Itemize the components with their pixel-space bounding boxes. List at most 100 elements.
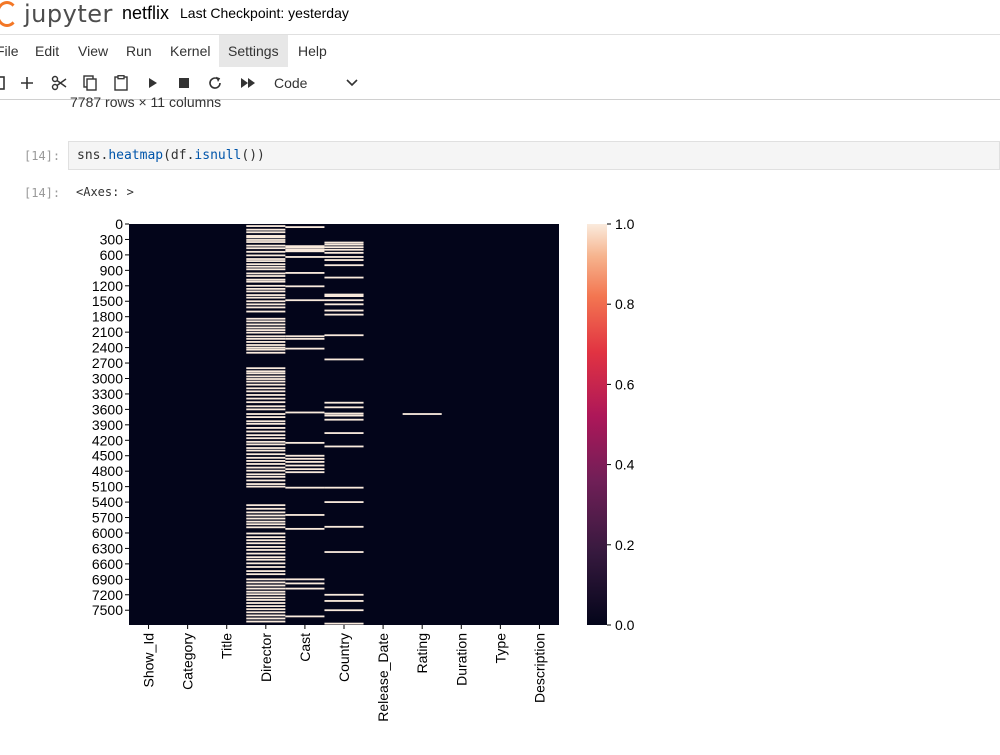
heatmap-cell-director-14 [246, 265, 286, 268]
x-tick-label: Cast [297, 633, 313, 662]
paste-icon [114, 75, 128, 91]
heatmap-cell-director-27 [246, 306, 286, 309]
menu-help[interactable]: Help [298, 43, 327, 59]
heatmap-cell-director-106 [246, 596, 286, 599]
heatmap-cell-country-15 [324, 334, 364, 337]
heatmap-cell-director-23 [246, 294, 286, 296]
y-tick-label: 4200 [92, 432, 123, 448]
heatmap-cell-country-18 [324, 406, 364, 409]
menu-kernel[interactable]: Kernel [170, 43, 211, 59]
heatmap-cell-director-34 [246, 331, 286, 334]
heatmap-cell-director-43 [246, 370, 286, 373]
heatmap-cell-country-25 [324, 501, 364, 503]
y-tick-label: 2400 [92, 340, 123, 356]
save-button[interactable] [0, 73, 6, 93]
heatmap-cell-director-103 [246, 587, 286, 590]
y-tick-label: 3300 [92, 386, 123, 402]
heatmap-chart: 0300600900120015001800210024002700300033… [92, 216, 635, 722]
code-cell-input[interactable]: sns.heatmap(df.isnull()) [68, 141, 1000, 170]
notebook-title[interactable]: netflix [122, 3, 170, 23]
checkpoint-status: Last Checkpoint: yesterday [180, 5, 349, 21]
add-cell-button[interactable] [18, 73, 36, 93]
heatmap-cell-director-78 [246, 485, 286, 488]
menu-view[interactable]: View [78, 43, 109, 59]
heatmap-cell-director-42 [246, 367, 286, 370]
colorbar-tick-label: 0.8 [615, 296, 635, 312]
fast-forward-button[interactable] [238, 73, 258, 93]
copy-button[interactable] [81, 73, 99, 93]
y-tick-label: 2100 [92, 324, 123, 340]
output-prompt: [14]: [24, 186, 61, 200]
heatmap-cell-director-40 [246, 348, 286, 351]
y-tick-label: 2700 [92, 355, 123, 371]
y-tick-label: 900 [100, 262, 124, 278]
heatmap-cell-cast-20 [285, 486, 325, 489]
stop-icon [179, 78, 189, 88]
heatmap-cell-director-75 [246, 475, 286, 478]
menu-edit[interactable]: Edit [35, 43, 60, 59]
cell-type-value: Code [274, 75, 308, 91]
cut-button[interactable] [50, 73, 68, 93]
heatmap-cell-cast-4 [285, 250, 325, 253]
heatmap-background [129, 224, 559, 625]
stop-button[interactable] [176, 73, 192, 93]
heatmap-cell-director-113 [246, 617, 286, 620]
heatmap-cell-director-58 [246, 420, 286, 423]
cell-type-select[interactable]: Code [274, 73, 364, 93]
top-bar: jupyter netflix Last Checkpoint: yesterd… [0, 0, 1000, 34]
heatmap-cell-director-19 [246, 280, 286, 283]
heatmap-cell-rating-0 [402, 413, 442, 415]
heatmap-cell-director-5 [246, 239, 286, 241]
menu-file[interactable]: File [0, 43, 19, 59]
x-tick-label: Rating [414, 633, 430, 673]
heatmap-cell-director-107 [246, 599, 286, 601]
heatmap-cell-director-38 [246, 344, 286, 346]
heatmap-cell-cast-15 [285, 457, 325, 460]
y-tick-label: 600 [100, 247, 124, 263]
heatmap-cell-director-68 [246, 453, 286, 456]
heatmap-cell-director-25 [246, 300, 286, 303]
heatmap-cell-director-49 [246, 387, 286, 390]
cut-icon [51, 75, 67, 91]
heatmap-cell-director-10 [246, 254, 286, 257]
menu-settings[interactable]: Settings [219, 35, 288, 67]
y-tick-label: 1200 [92, 278, 123, 294]
y-tick-label: 7200 [92, 587, 123, 603]
heatmap-cell-cast-13 [285, 441, 325, 444]
logo-text: jupyter [24, 0, 113, 28]
heatmap-cell-director-92 [246, 549, 286, 551]
heatmap-cell-director-2 [246, 231, 286, 234]
heatmap-cell-director-6 [246, 241, 286, 243]
heatmap-cell-director-111 [246, 611, 286, 614]
heatmap-cell-director-54 [246, 405, 286, 408]
heatmap-cell-director-99 [246, 573, 286, 576]
y-tick-label: 0 [115, 216, 123, 232]
heatmap-figure: 0 300 600 900 1200 1500 1800 2100 2400 2700 3000 33… [68, 205, 668, 755]
heatmap-cell-director-76 [246, 479, 286, 482]
heatmap-cell-director-24 [246, 296, 286, 299]
heatmap-cell-director-82 [246, 514, 286, 517]
y-tick-label: 6600 [92, 556, 123, 572]
heatmap-cell-cast-8 [285, 299, 325, 302]
heatmap-cell-director-17 [246, 275, 286, 277]
heatmap-cell-director-63 [246, 437, 286, 440]
previous-output-shape: 7787 rows × 11 columns [70, 94, 222, 110]
menu-run[interactable]: Run [126, 43, 152, 59]
heatmap-cell-country-5 [324, 256, 364, 258]
fast-forward-icon [241, 78, 255, 88]
y-tick-label: 3900 [92, 417, 123, 433]
heatmap-cell-director-39 [246, 346, 286, 349]
restart-button[interactable] [207, 73, 223, 93]
heatmap-cell-director-108 [246, 602, 286, 604]
y-tick-label: 6900 [92, 571, 123, 587]
jupyter-logo[interactable]: jupyter [0, 0, 113, 34]
heatmap-cell-director-73 [246, 469, 286, 472]
code-fn-isnull: isnull [194, 148, 242, 163]
run-button[interactable] [145, 73, 161, 93]
heatmap-cell-country-24 [324, 486, 364, 489]
heatmap-cell-cast-6 [285, 272, 325, 274]
heatmap-cell-director-51 [246, 394, 286, 396]
heatmap-cell-director-29 [246, 317, 286, 320]
heatmap-cell-director-46 [246, 378, 286, 380]
paste-button[interactable] [112, 73, 130, 93]
